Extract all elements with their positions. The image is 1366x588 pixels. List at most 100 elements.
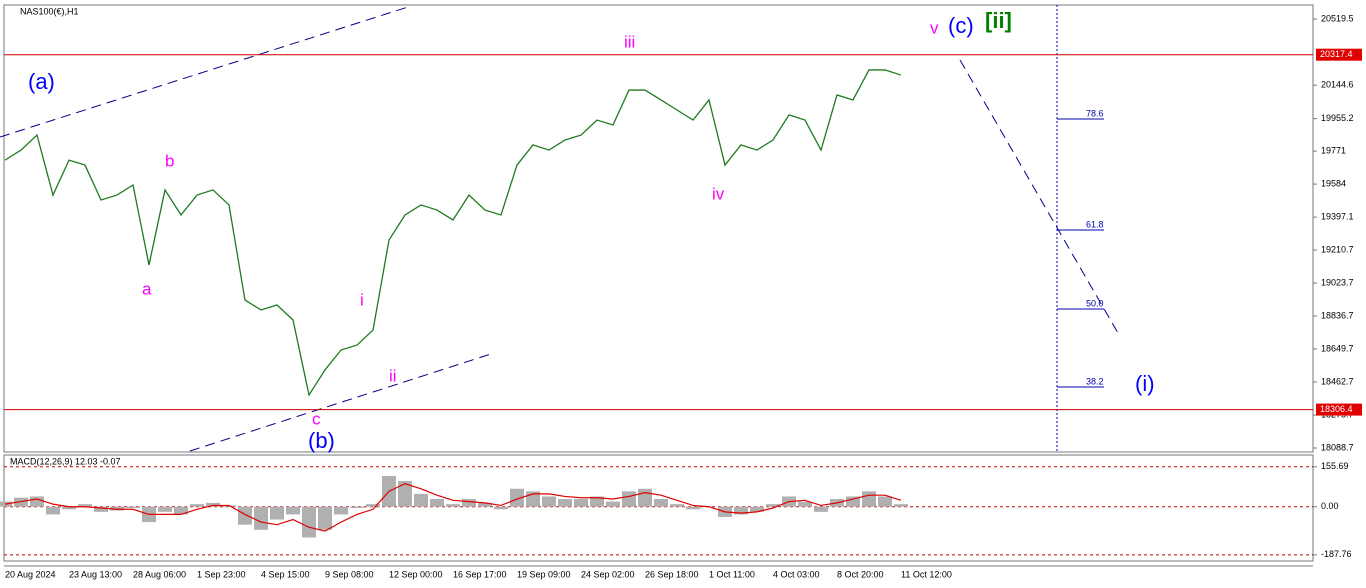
- macd-bar: [270, 506, 284, 520]
- signal-line: [4, 482, 902, 532]
- x-tick-label: 4 Sep 15:00: [261, 569, 310, 579]
- macd-bar: [190, 504, 204, 507]
- x-tick-label: 11 Oct 12:00: [901, 569, 952, 579]
- macd-bar: [894, 504, 908, 507]
- price-line: [4, 69, 902, 397]
- level-box: [1316, 403, 1362, 416]
- wave-label: b: [165, 151, 174, 170]
- x-tick-label: 19 Sep 09:00: [517, 569, 571, 579]
- macd-bar: [62, 506, 76, 510]
- macd-bar: [798, 501, 812, 507]
- macd-bar: [254, 506, 268, 530]
- x-tick-label: 12 Sep 00:00: [389, 569, 443, 579]
- macd-bar: [350, 506, 364, 508]
- wave-label: (a): [28, 69, 55, 94]
- macd-bar: [78, 504, 92, 507]
- chart-title: NAS100(€),H1: [20, 6, 79, 16]
- x-tick-label: 4 Oct 03:00: [773, 569, 820, 579]
- wave-label: a: [142, 279, 152, 298]
- macd-bar: [654, 499, 668, 507]
- y-tick-label: 0.00: [1321, 501, 1339, 511]
- macd-bar: [846, 496, 860, 507]
- wave-label: (i): [1135, 371, 1155, 396]
- macd-bar: [814, 506, 828, 512]
- fib-label: 78.6: [1086, 108, 1104, 118]
- macd-bar: [174, 506, 188, 515]
- macd-bar: [750, 506, 764, 512]
- macd-bar: [110, 506, 124, 511]
- macd-bar: [158, 506, 172, 512]
- y-tick-label: 19210.7: [1321, 244, 1354, 254]
- macd-bar: [510, 488, 524, 507]
- y-tick-label: 18088.7: [1321, 442, 1354, 452]
- x-tick-label: 28 Aug 06:00: [133, 569, 186, 579]
- x-tick-label: 8 Oct 20:00: [837, 569, 884, 579]
- macd-bar: [286, 506, 300, 515]
- macd-bar: [478, 502, 492, 507]
- macd-bar: [606, 501, 620, 507]
- macd-bar: [430, 499, 444, 507]
- macd-bar: [494, 506, 508, 510]
- y-tick-label: 18836.7: [1321, 310, 1354, 320]
- y-tick-label: 20144.6: [1321, 80, 1354, 90]
- macd-bar: [542, 496, 556, 507]
- wave-label: v: [930, 18, 939, 37]
- trend-line: [189, 352, 495, 452]
- fib-label: 38.2: [1086, 376, 1104, 386]
- macd-bar: [462, 499, 476, 507]
- wave-label: (c): [948, 13, 974, 38]
- macd-bar: [94, 506, 108, 512]
- x-tick-label: 1 Oct 11:00: [709, 569, 755, 579]
- x-tick-label: 9 Sep 08:00: [325, 569, 374, 579]
- wave-label: ii: [389, 366, 397, 385]
- level-label: 18306.4: [1320, 404, 1353, 414]
- wave-label: iii: [624, 32, 635, 51]
- macd-bar: [622, 491, 636, 507]
- macd-bar: [46, 506, 60, 515]
- y-tick-label: 19955.2: [1321, 113, 1354, 123]
- wave-label: [ii]: [985, 8, 1012, 33]
- macd-bar: [238, 506, 252, 525]
- x-tick-label: 23 Aug 13:00: [69, 569, 122, 579]
- price-panel: [3, 4, 1314, 453]
- y-tick-label: 19584: [1321, 178, 1346, 188]
- y-tick-label: 19771: [1321, 145, 1346, 155]
- fib-label: 50.0: [1086, 298, 1104, 308]
- y-tick-label: 155.69: [1321, 461, 1349, 471]
- macd-bar: [574, 499, 588, 507]
- macd-bar: [862, 491, 876, 507]
- y-tick-label: -187.76: [1321, 549, 1352, 559]
- macd-bar: [366, 504, 380, 507]
- macd-bar: [30, 496, 44, 507]
- macd-panel: [3, 454, 1314, 562]
- level-label: 20317.4: [1320, 49, 1353, 59]
- macd-bar: [206, 502, 220, 507]
- macd-bar: [638, 488, 652, 507]
- macd-bar: [734, 506, 748, 515]
- trend-line: [0, 6, 409, 138]
- wave-label: (b): [308, 428, 335, 453]
- y-tick-label: 18462.7: [1321, 376, 1354, 386]
- y-tick-label: 20519.5: [1321, 13, 1354, 23]
- macd-bar: [878, 496, 892, 507]
- macd-bar: [398, 481, 412, 507]
- x-tick-label: 16 Sep 17:00: [453, 569, 507, 579]
- macd-bar: [126, 506, 140, 508]
- macd-bar: [302, 506, 316, 538]
- macd-bar: [670, 504, 684, 507]
- macd-bar: [686, 506, 700, 510]
- x-tick-label: 1 Sep 23:00: [197, 569, 246, 579]
- macd-bar: [334, 506, 348, 515]
- macd-bar: [558, 499, 572, 507]
- x-tick-label: 24 Sep 02:00: [581, 569, 635, 579]
- wave-label: iv: [712, 184, 725, 203]
- trend-line: [959, 59, 1119, 334]
- y-tick-label: 18649.7: [1321, 343, 1354, 353]
- macd-bar: [414, 493, 428, 507]
- level-box: [1316, 48, 1362, 61]
- wave-label: i: [360, 290, 364, 309]
- macd-bar: [14, 497, 28, 507]
- fib-label: 61.8: [1086, 219, 1104, 229]
- macd-title: MACD(12,26,9) 12.03 -0.07: [10, 456, 121, 466]
- macd-bar: [318, 506, 332, 530]
